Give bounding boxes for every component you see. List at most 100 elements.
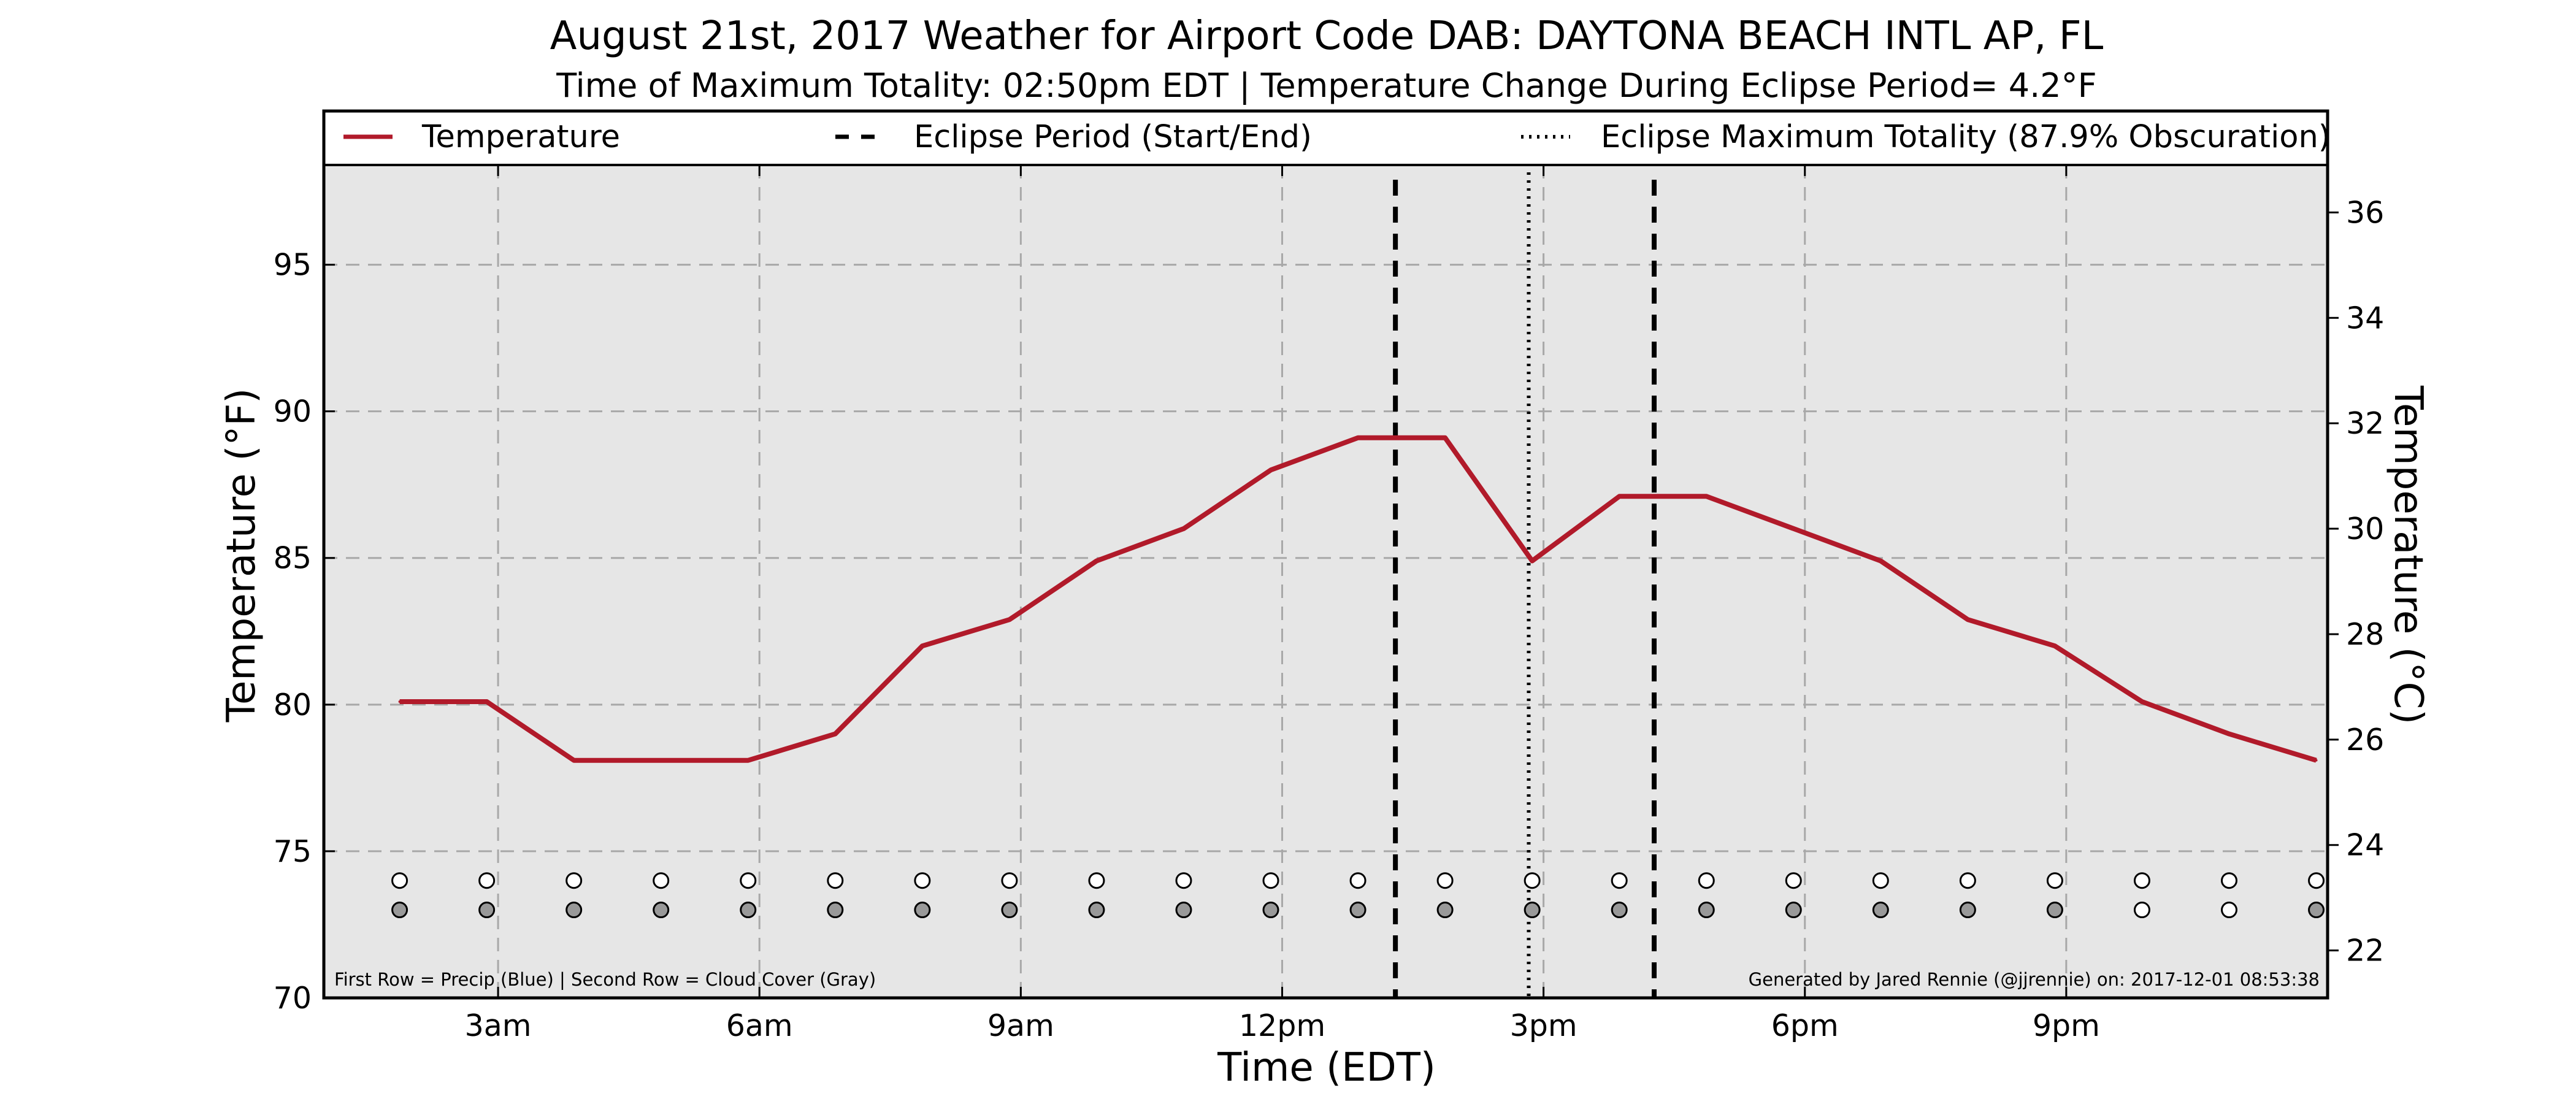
x-tick-label: 9pm	[2033, 1008, 2100, 1043]
x-axis-title: Time (EDT)	[1217, 1045, 1436, 1091]
precip-marker	[1785, 872, 1802, 889]
temperature-point	[921, 645, 924, 648]
temperature-point	[1531, 559, 1534, 562]
cloud-marker	[1611, 902, 1628, 919]
cloud-marker	[1262, 902, 1279, 919]
temperature-point	[398, 700, 401, 703]
cloud-marker	[1175, 902, 1192, 919]
temperature-point	[485, 700, 488, 703]
cloud-marker	[914, 902, 931, 919]
legend-box	[323, 110, 2329, 166]
y-tick-label-left: 80	[274, 688, 312, 723]
temperature-point	[2228, 732, 2231, 735]
temperature-point	[2315, 759, 2318, 762]
y-tick-label-left: 95	[274, 248, 312, 283]
cloud-marker	[2308, 902, 2325, 919]
temperature-point	[1444, 436, 1447, 439]
precip-marker	[1262, 872, 1279, 889]
legend-label-temperature: Temperature	[421, 119, 620, 155]
cloud-marker	[2220, 902, 2237, 919]
cloud-marker	[1959, 902, 1976, 919]
cloud-marker	[2133, 902, 2150, 919]
temperature-point	[1095, 559, 1098, 562]
temperature-point	[572, 759, 575, 762]
marker-rows	[391, 872, 2325, 919]
cloud-marker	[653, 902, 670, 919]
temperature-point	[834, 732, 837, 735]
legend-label-eclipse-period: Eclipse Period (Start/End)	[914, 119, 1312, 155]
temperature-point	[1618, 495, 1621, 498]
chart-subtitle: Time of Maximum Totality: 02:50pm EDT | …	[556, 66, 2096, 105]
precip-marker	[827, 872, 844, 889]
precip-marker	[1175, 872, 1192, 889]
precip-marker	[2133, 872, 2150, 889]
axis-ticks: 3am 6am 9am 12pm 3pm 6pm 9pm 70 75 80 85 90 95 22 24 26…	[274, 165, 2384, 1043]
cloud-marker	[391, 902, 408, 919]
cloud-marker	[1524, 902, 1541, 919]
y-tick-label-left: 75	[274, 834, 312, 869]
cloud-marker	[1436, 902, 1454, 919]
x-tick-label: 6am	[726, 1008, 793, 1043]
precip-marker	[391, 872, 408, 889]
temperature-point	[1270, 469, 1273, 472]
precip-marker	[1872, 872, 1889, 889]
precip-marker	[1524, 872, 1541, 889]
series-layer	[398, 435, 2318, 763]
x-tick-label: 6pm	[1771, 1008, 1839, 1043]
temperature-point	[1792, 527, 1795, 530]
y-axis-title-left: Temperature (°F)	[219, 388, 264, 723]
precip-marker	[1698, 872, 1715, 889]
y-tick-label-right: 30	[2346, 512, 2384, 546]
temperature-point	[2053, 645, 2057, 648]
y-tick-label-right: 24	[2346, 828, 2384, 863]
x-tick-label: 3pm	[1510, 1008, 1577, 1043]
y-tick-label-right: 36	[2346, 195, 2384, 230]
x-tick-label: 9am	[987, 1008, 1054, 1043]
temperature-point	[1966, 618, 1969, 621]
cloud-marker	[1001, 902, 1018, 919]
plot-area	[324, 165, 2328, 998]
grid-lines	[324, 165, 2328, 998]
y-axis-title-right: Temperature (°C)	[2385, 385, 2431, 724]
x-tick-label: 12pm	[1239, 1008, 1325, 1043]
y-tick-label-right: 22	[2346, 933, 2384, 968]
temperature-point	[1008, 618, 1011, 621]
cloud-marker	[2046, 902, 2063, 919]
precip-marker	[740, 872, 757, 889]
y-tick-label-left: 70	[274, 981, 312, 1016]
y-tick-label-right: 32	[2346, 406, 2384, 441]
cloud-marker	[1698, 902, 1715, 919]
y-tick-label-right: 26	[2346, 723, 2384, 757]
precip-marker	[1349, 872, 1367, 889]
temperature-point	[1705, 495, 1708, 498]
footnote-left: First Row = Precip (Blue) | Second Row =…	[334, 969, 876, 990]
precip-marker	[1959, 872, 1976, 889]
precip-marker	[2308, 872, 2325, 889]
chart-title: August 21st, 2017 Weather for Airport Co…	[550, 13, 2104, 59]
temperature-point	[1357, 436, 1360, 439]
cloud-marker	[740, 902, 757, 919]
precip-marker	[1001, 872, 1018, 889]
temperature-point	[746, 759, 749, 762]
y-tick-label-right: 28	[2346, 617, 2384, 652]
cloud-marker	[1872, 902, 1889, 919]
y-tick-label-right: 34	[2346, 301, 2384, 335]
precip-marker	[653, 872, 670, 889]
cloud-marker	[827, 902, 844, 919]
temperature-point	[2141, 700, 2144, 703]
precip-marker	[1611, 872, 1628, 889]
x-tick-label: 3am	[465, 1008, 532, 1043]
temperature-point	[1879, 559, 1882, 562]
y-tick-label-left: 90	[274, 394, 312, 429]
cloud-marker	[478, 902, 496, 919]
temperature-point	[1182, 527, 1185, 530]
cloud-marker	[1349, 902, 1367, 919]
cloud-marker	[1088, 902, 1105, 919]
y-tick-label-left: 85	[274, 541, 312, 576]
precip-marker	[914, 872, 931, 889]
temperature-point	[659, 759, 662, 762]
precip-marker	[1088, 872, 1105, 889]
footnote-right: Generated by Jared Rennie (@jjrennie) on…	[1749, 969, 2320, 990]
eclipse-lines	[1393, 172, 1657, 998]
